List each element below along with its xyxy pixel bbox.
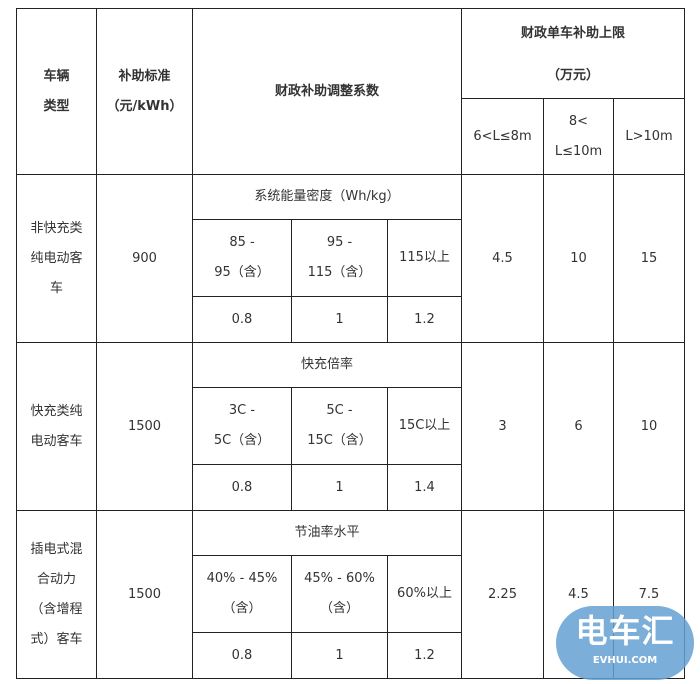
cap-cell: 15 — [613, 174, 685, 343]
metric-cell: 节油率水平 — [192, 510, 462, 556]
cap-cell: 3 — [461, 342, 544, 511]
range-cell: 60%以上 — [387, 555, 462, 633]
table-row: 0.8 1 1.2 — [17, 632, 685, 679]
header-length-8-10: 8< L≤10m — [543, 98, 614, 175]
cap-cell: 2.25 — [461, 510, 544, 679]
standard-cell: 1500 — [96, 510, 193, 679]
range-cell: 95 -115（含） — [291, 219, 388, 297]
subsidy-table: 车辆 类型 补助标准 （元/kWh） 财政补助调整系数 财政单车补助上限 （万元） 6… — [16, 8, 685, 679]
range-cell: 3C -5C（含） — [192, 387, 292, 465]
cap-cell: 10 — [543, 174, 614, 343]
header-length-6-8: 6<L≤8m — [461, 98, 544, 175]
coefficient-cell: 0.8 — [192, 464, 292, 511]
header-length-over-10: L>10m — [613, 98, 685, 175]
coefficient-cell: 1 — [291, 296, 388, 343]
header-cap: 财政单车补助上限 （万元） — [461, 8, 685, 99]
cap-cell: 4.5 — [461, 174, 544, 343]
vehicle-type-cell: 非快充类 纯电动客车 — [16, 174, 97, 343]
range-cell: 115以上 — [387, 219, 462, 297]
table-row: 非快充类 纯电动客车 900 系统能量密度（Wh/kg） 4.5 10 15 — [16, 174, 685, 343]
range-cell: 45% - 60% （含） — [291, 555, 388, 633]
cap-cell: 10 — [613, 342, 685, 511]
range-cell: 15C以上 — [387, 387, 462, 465]
standard-cell: 1500 — [96, 342, 193, 511]
header-adjustment-coefficient: 财政补助调整系数 — [192, 8, 462, 175]
metric-cell: 快充倍率 — [192, 342, 462, 388]
table-row: 插电式混 合动力 （含增程 式）客车 1500 节油率水平 2.25 4.5 7.5 — [16, 510, 685, 679]
coefficient-cell: 1 — [291, 464, 388, 511]
coefficient-cell: 1.4 — [387, 464, 462, 511]
cap-cell: 6 — [543, 342, 614, 511]
range-cell: 40% - 45% （含） — [192, 555, 292, 633]
table-row: 40% - 45% （含） 45% - 60% （含） 60%以上 — [17, 555, 685, 633]
header-vehicle-type: 车辆 类型 — [16, 8, 97, 175]
header-subsidy-standard: 补助标准 （元/kWh） — [96, 8, 193, 175]
range-cell: 5C -15C（含） — [291, 387, 388, 465]
metric-cell: 系统能量密度（Wh/kg） — [192, 174, 462, 220]
table-row: 快充类纯 电动客车 1500 快充倍率 3 6 10 — [16, 342, 685, 511]
table-row: 85 -95（含） 95 -115（含） 115以上 — [17, 219, 685, 297]
coefficient-cell: 0.8 — [192, 296, 292, 343]
watermark-cn: 电车汇 — [575, 612, 675, 650]
watermark-en: EVHUI.COM — [592, 655, 658, 666]
vehicle-type-cell: 快充类纯 电动客车 — [16, 342, 97, 511]
coefficient-cell: 1.2 — [387, 632, 462, 679]
coefficient-cell: 1.2 — [387, 296, 462, 343]
watermark-logo: 电车汇 EVHUI.COM — [556, 606, 694, 680]
vehicle-type-cell: 插电式混 合动力 （含增程 式）客车 — [16, 510, 97, 679]
range-cell: 85 -95（含） — [192, 219, 292, 297]
coefficient-cell: 0.8 — [192, 632, 292, 679]
standard-cell: 900 — [96, 174, 193, 343]
table-row: 0.8 1 1.2 — [17, 296, 685, 343]
coefficient-cell: 1 — [291, 632, 388, 679]
